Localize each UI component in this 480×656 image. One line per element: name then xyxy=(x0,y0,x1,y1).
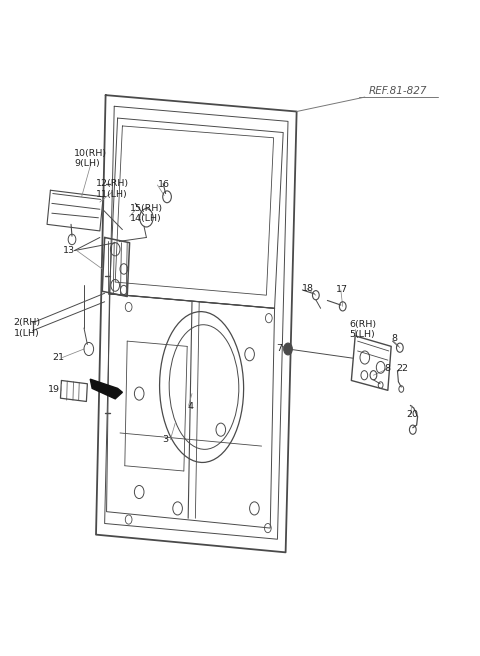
Text: 6(RH)
5(LH): 6(RH) 5(LH) xyxy=(349,319,377,339)
Circle shape xyxy=(284,343,292,355)
Text: 8: 8 xyxy=(391,334,397,343)
Text: 18: 18 xyxy=(301,284,313,293)
Text: 17: 17 xyxy=(336,285,348,295)
Text: REF.81-827: REF.81-827 xyxy=(369,85,428,96)
Text: 16: 16 xyxy=(157,180,169,190)
Text: 22: 22 xyxy=(396,364,408,373)
Text: 4: 4 xyxy=(187,402,193,411)
Text: 12(RH)
11(LH): 12(RH) 11(LH) xyxy=(96,179,129,199)
Text: 3: 3 xyxy=(162,435,168,444)
Text: 8: 8 xyxy=(384,364,390,373)
Text: 21: 21 xyxy=(52,353,64,362)
Text: 19: 19 xyxy=(48,385,60,394)
Text: 7: 7 xyxy=(276,344,282,354)
Text: 15(RH)
14(LH): 15(RH) 14(LH) xyxy=(130,203,163,223)
Text: 2(RH)
1(LH): 2(RH) 1(LH) xyxy=(13,318,41,338)
Polygon shape xyxy=(90,379,122,399)
Text: 10(RH)
9(LH): 10(RH) 9(LH) xyxy=(74,149,108,169)
Text: 13: 13 xyxy=(63,246,75,255)
Text: 20: 20 xyxy=(406,410,418,419)
